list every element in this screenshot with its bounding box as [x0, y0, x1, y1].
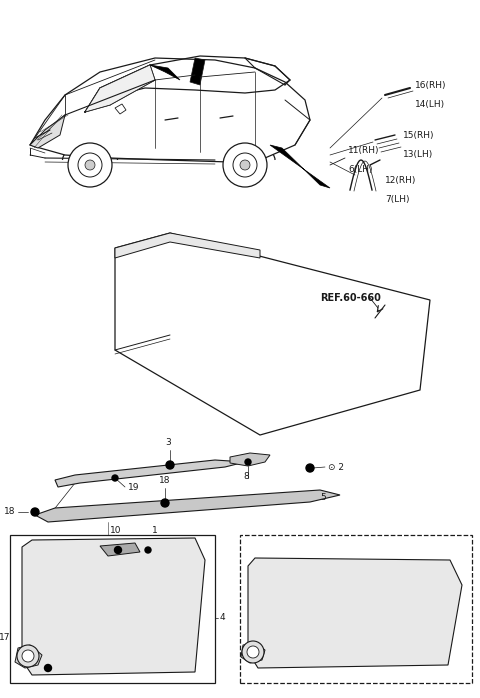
Circle shape: [161, 499, 169, 507]
Polygon shape: [35, 490, 340, 522]
Circle shape: [242, 641, 264, 663]
Polygon shape: [15, 645, 42, 668]
Polygon shape: [190, 58, 205, 85]
Circle shape: [22, 650, 34, 662]
Circle shape: [112, 475, 118, 481]
Circle shape: [247, 646, 259, 658]
Polygon shape: [115, 104, 126, 114]
Circle shape: [85, 160, 95, 170]
Bar: [10, 535, 215, 683]
Text: 16(RH): 16(RH): [415, 81, 446, 90]
Text: 5: 5: [320, 493, 326, 503]
Text: 4: 4: [220, 614, 226, 623]
Text: 11(RH): 11(RH): [348, 146, 380, 155]
Bar: [240, 535, 472, 683]
Text: 12(RH): 12(RH): [385, 176, 416, 185]
Text: 13(LH): 13(LH): [403, 150, 433, 159]
Text: 7(LH): 7(LH): [385, 195, 409, 204]
Text: 3: 3: [165, 438, 171, 447]
Text: REF.60-660: REF.60-660: [320, 293, 381, 303]
Circle shape: [306, 464, 314, 472]
Circle shape: [45, 664, 51, 671]
Text: 17: 17: [0, 632, 10, 641]
Text: 6(LH): 6(LH): [348, 165, 372, 174]
Circle shape: [115, 547, 121, 554]
Circle shape: [223, 143, 267, 187]
Text: 19: 19: [128, 484, 140, 493]
Circle shape: [166, 461, 174, 469]
Polygon shape: [100, 543, 140, 556]
Circle shape: [145, 547, 151, 553]
Text: 8: 8: [243, 472, 249, 481]
Polygon shape: [22, 538, 205, 675]
Polygon shape: [85, 65, 155, 112]
Text: 4: 4: [352, 538, 358, 547]
Polygon shape: [115, 233, 260, 258]
Text: 14(LH): 14(LH): [415, 100, 445, 109]
Circle shape: [78, 153, 102, 177]
Text: ⊙ 2: ⊙ 2: [328, 463, 344, 472]
Text: 17: 17: [266, 618, 278, 627]
Polygon shape: [270, 145, 330, 188]
Text: (C-TYPE>050701-): (C-TYPE>050701-): [248, 540, 347, 550]
Circle shape: [240, 160, 250, 170]
Polygon shape: [241, 643, 265, 663]
Text: 18: 18: [159, 476, 171, 485]
Text: 15(RH): 15(RH): [403, 131, 434, 140]
Polygon shape: [30, 58, 310, 162]
Polygon shape: [30, 115, 65, 148]
Text: 10: 10: [110, 526, 122, 535]
Text: 1: 1: [152, 526, 158, 535]
Circle shape: [31, 508, 39, 516]
Polygon shape: [248, 558, 462, 668]
Circle shape: [68, 143, 112, 187]
Polygon shape: [115, 233, 430, 435]
Text: 18: 18: [3, 507, 15, 517]
Circle shape: [233, 153, 257, 177]
Polygon shape: [55, 460, 245, 487]
Circle shape: [17, 645, 39, 667]
Polygon shape: [230, 453, 270, 466]
Circle shape: [245, 459, 251, 465]
Text: 9: 9: [45, 669, 51, 678]
Polygon shape: [150, 65, 180, 80]
